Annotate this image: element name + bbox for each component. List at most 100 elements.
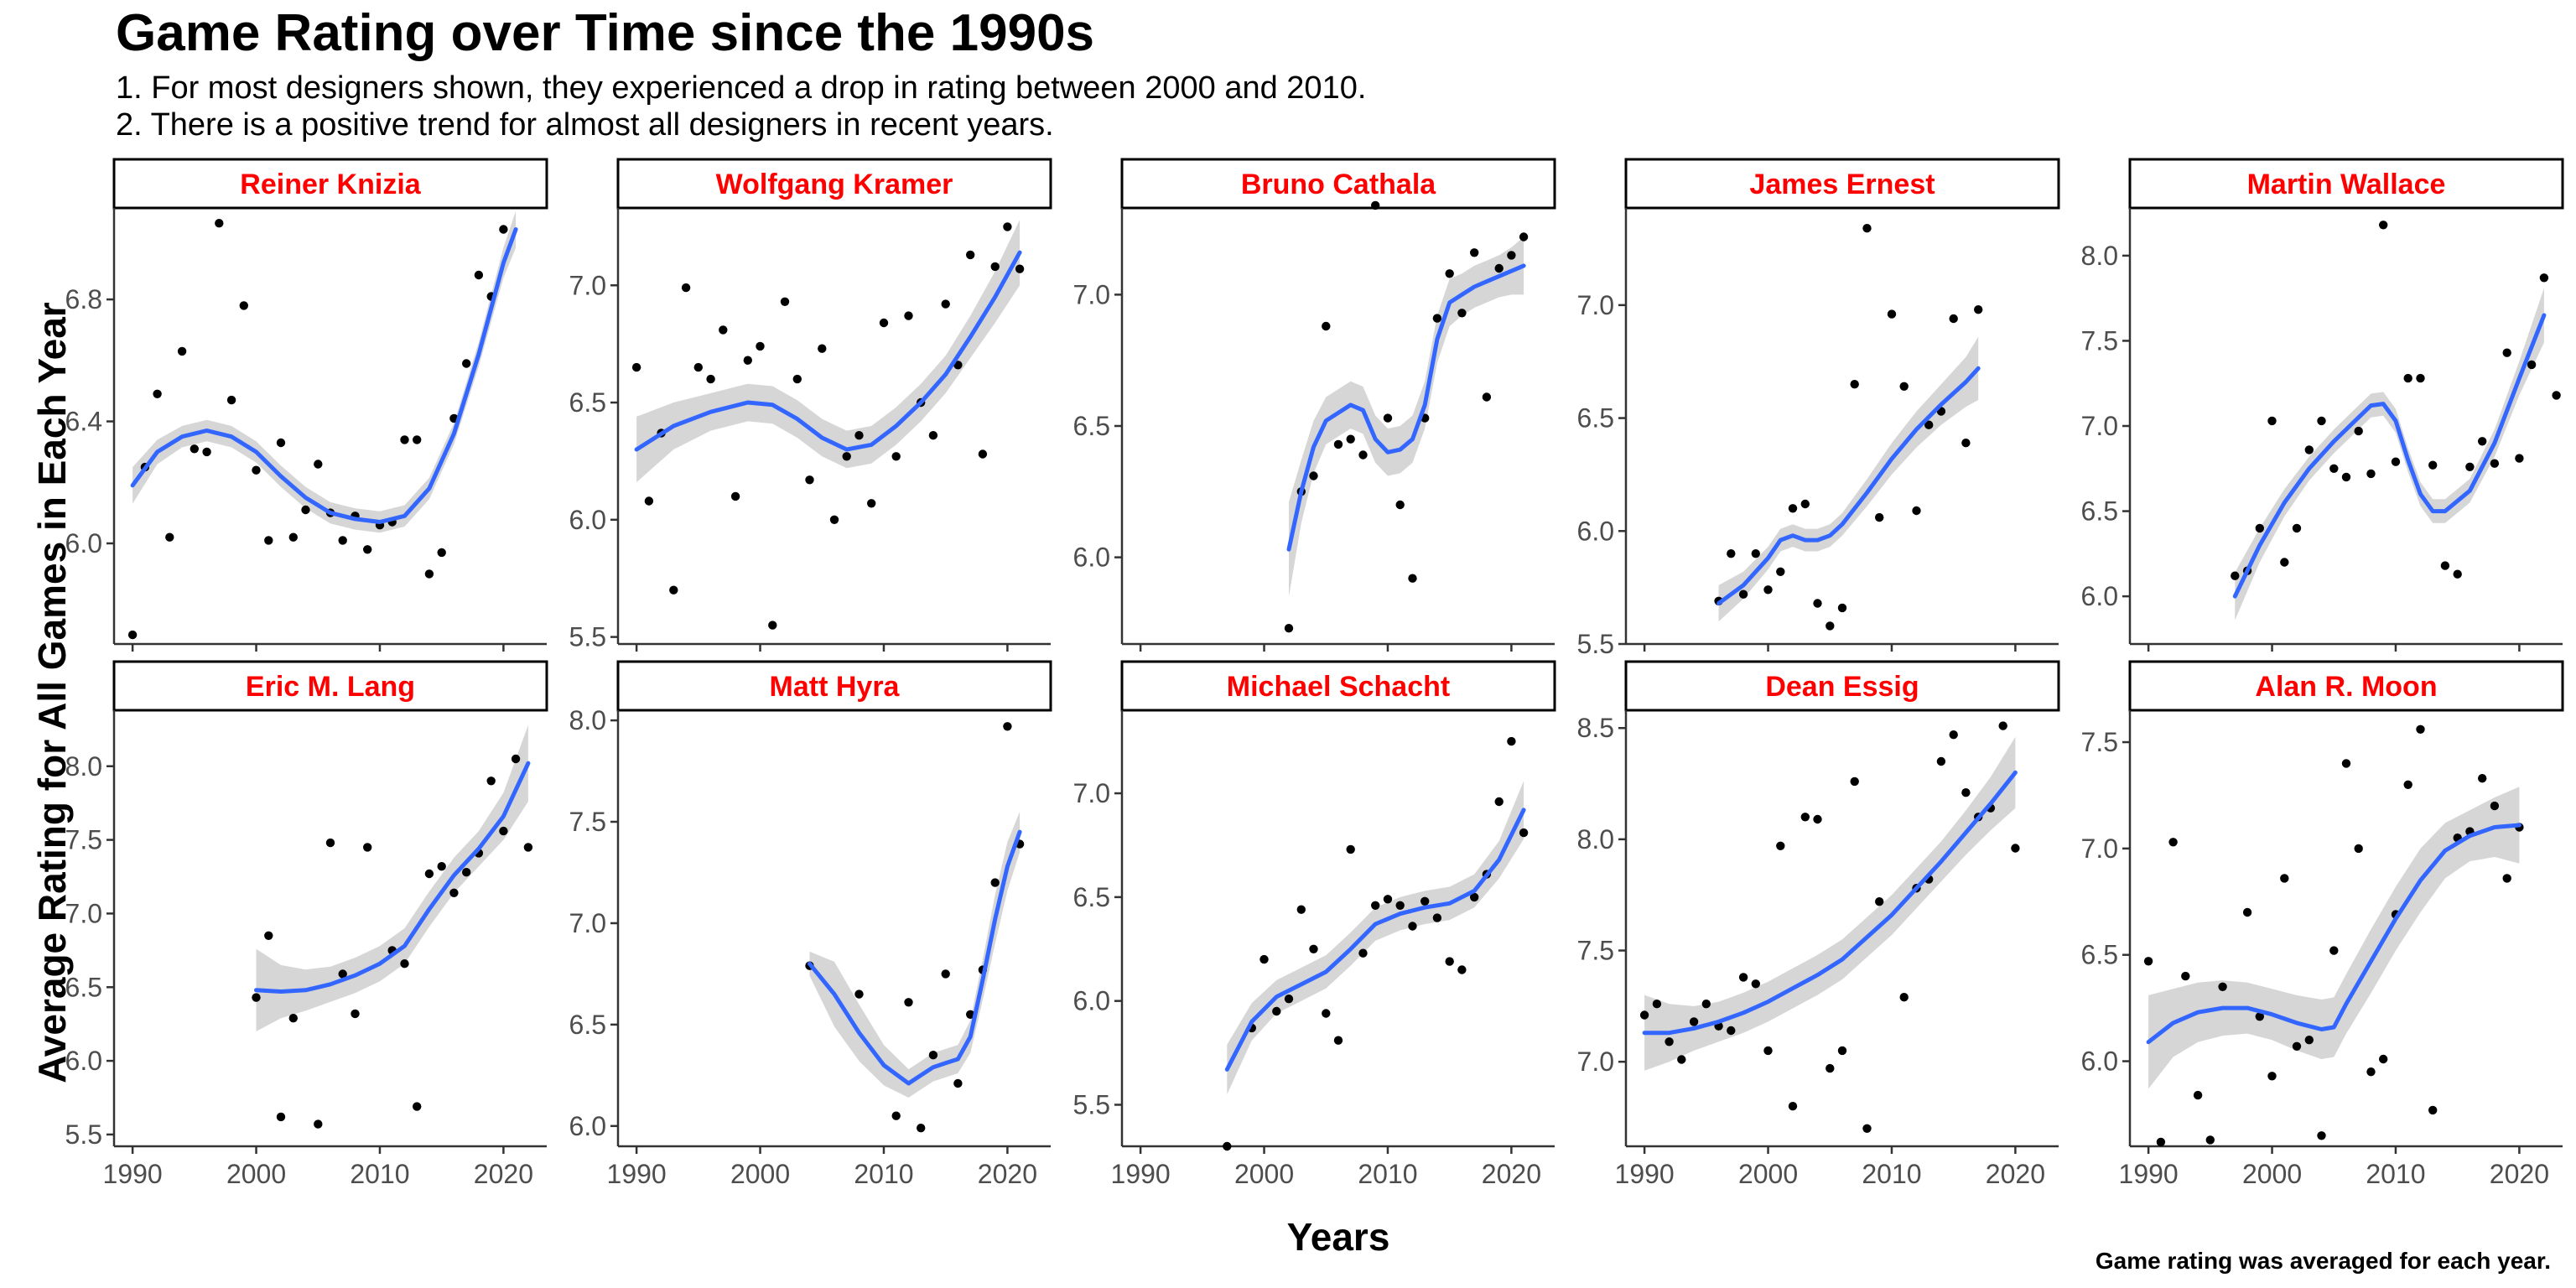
data-point (1223, 1141, 1232, 1151)
x-tick-label: 2010 (2366, 1159, 2425, 1189)
y-tick-label: 5.5 (65, 1119, 102, 1150)
facet-strip-label: Martin Wallace (2247, 169, 2446, 200)
data-point (2428, 1105, 2438, 1115)
y-tick-label: 7.0 (1073, 279, 1110, 309)
data-point (2218, 982, 2227, 992)
data-point (2329, 946, 2339, 955)
y-tick-label: 5.5 (569, 622, 606, 652)
data-point (190, 444, 199, 454)
data-point (1420, 896, 1430, 906)
data-point (1445, 269, 1454, 278)
facet-strip (1624, 158, 2060, 210)
smooth-trend-line (2146, 823, 2521, 1045)
data-point (288, 532, 298, 542)
smooth-trend-line (1286, 263, 1526, 552)
data-point (891, 1111, 901, 1120)
data-point (1800, 499, 1810, 509)
y-tick-label: 7.0 (1073, 778, 1110, 808)
x-tick-label: 2000 (1738, 1159, 1798, 1189)
data-point (1862, 224, 1872, 233)
x-tick-label: 2000 (730, 1159, 790, 1189)
data-point (177, 346, 187, 356)
data-point (1850, 776, 1859, 787)
data-point (2292, 1041, 2302, 1052)
data-point (1837, 603, 1847, 613)
data-point (1395, 901, 1405, 911)
facet-strip-label: Michael Schacht (1227, 671, 1450, 703)
facet-strip (2128, 158, 2564, 210)
x-tick-label: 2000 (2242, 1159, 2302, 1189)
data-point (1813, 814, 1822, 824)
data-point (1727, 1026, 1736, 1036)
y-tick-label: 6.0 (569, 1111, 606, 1141)
data-point (363, 545, 372, 554)
x-tick-label: 1990 (1111, 1159, 1171, 1189)
x-tick-label: 1990 (2119, 1159, 2179, 1189)
data-point (2317, 1131, 2326, 1140)
chart-caption: Game rating was averaged for each year. (2095, 1248, 2551, 1274)
data-point (226, 395, 236, 405)
data-point (2011, 844, 2020, 853)
y-tick-label: 7.5 (1577, 936, 1614, 966)
data-point (1652, 1000, 1662, 1009)
smooth-trend-line (634, 250, 1022, 452)
data-point (1788, 504, 1798, 513)
data-point (1875, 897, 1884, 906)
chart-subtitle-1: 1. For most designers shown, they experi… (116, 70, 1367, 106)
data-point (400, 959, 409, 969)
data-point (730, 491, 740, 501)
data-point (1639, 1010, 1649, 1020)
y-tick-label: 7.5 (2081, 727, 2118, 757)
smooth-trend-line (254, 761, 531, 994)
smooth-trend-line (808, 829, 1022, 1086)
data-point (743, 356, 752, 365)
data-point (1358, 948, 1368, 958)
data-point (1813, 599, 1822, 608)
data-point (1457, 309, 1467, 318)
smooth-trend-line (2232, 313, 2547, 599)
x-tick-label: 2010 (1358, 1159, 1417, 1189)
smooth-trend-line (130, 227, 518, 524)
data-point (2416, 724, 2425, 734)
data-point (978, 449, 988, 459)
data-point (842, 452, 851, 461)
x-axis-label: Years (1286, 1215, 1390, 1259)
data-point (2304, 1036, 2314, 1045)
data-point (2465, 462, 2475, 471)
data-point (2502, 348, 2511, 357)
x-tick-label: 2010 (350, 1159, 409, 1189)
data-point (1482, 392, 1492, 402)
data-point (1837, 1046, 1847, 1056)
data-point (2539, 273, 2549, 283)
data-point (424, 569, 434, 579)
facet-strip (1120, 660, 1556, 712)
data-point (2354, 844, 2363, 854)
data-point (1701, 1000, 1711, 1009)
data-point (437, 548, 446, 558)
data-point (1677, 1055, 1686, 1064)
data-point (2193, 1090, 2203, 1100)
confidence-ribbon (1289, 236, 1524, 597)
data-point (669, 585, 678, 595)
data-point (1924, 420, 1934, 429)
facet-strip-label: Dean Essig (1765, 671, 1919, 703)
y-tick-label: 7.0 (2081, 834, 2118, 864)
data-point (854, 989, 864, 999)
data-point (756, 341, 765, 351)
data-point (276, 438, 286, 448)
data-point (719, 325, 728, 335)
y-tick-label: 6.0 (2081, 1046, 2118, 1077)
y-tick-label: 6.8 (65, 284, 102, 314)
data-point (805, 475, 814, 485)
y-tick-label: 8.5 (1577, 713, 1614, 743)
data-point (462, 868, 471, 877)
y-tick-label: 5.5 (1577, 629, 1614, 659)
data-point (2231, 571, 2240, 580)
confidence-ribbon (132, 210, 517, 533)
data-point (1309, 471, 1318, 480)
y-tick-label: 7.0 (65, 898, 102, 928)
x-tick-label: 2010 (1862, 1159, 1921, 1189)
data-point (1322, 1009, 1331, 1018)
data-point (2181, 971, 2190, 981)
data-point (1371, 901, 1380, 911)
